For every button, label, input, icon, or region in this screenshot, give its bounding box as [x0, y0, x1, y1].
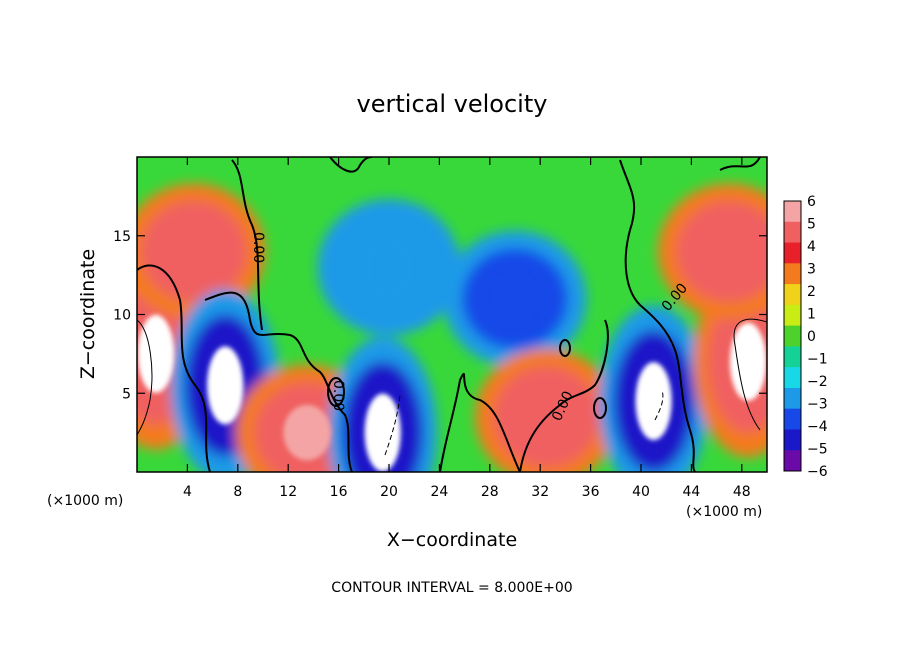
x-tick-label-9: 40	[632, 484, 650, 500]
contour-dashed-2	[654, 389, 664, 421]
plot-area	[137, 157, 767, 472]
field-core-3	[283, 404, 331, 461]
x-unit-right: (×1000 m)	[686, 504, 762, 520]
colorbar-swatch-5	[784, 304, 801, 327]
colorbar-swatch-6	[784, 325, 801, 347]
field-core-1	[169, 223, 218, 280]
x-tick-label-6: 28	[481, 484, 499, 500]
y-tick-label-0: 5	[122, 386, 131, 402]
field-core-0	[137, 314, 175, 393]
contour-mid-left	[204, 291, 353, 472]
contour-left-updraft	[137, 264, 211, 472]
colorbar-label-2: 4	[807, 239, 816, 255]
colorbar-swatch-9	[784, 387, 801, 410]
x-tick-label-8: 36	[582, 484, 600, 500]
y-axis-label: Z−coordinate	[77, 249, 99, 379]
colorbar-label-9: −3	[807, 397, 828, 413]
field-core-9	[729, 322, 767, 401]
colorbar-swatch-1	[784, 221, 801, 244]
contour-upper-left	[231, 159, 263, 331]
contour-dashed-1	[384, 394, 401, 456]
colorbar-swatch-10	[784, 408, 801, 430]
colorbar-label-0: 6	[807, 194, 816, 210]
contour-upper-right	[619, 159, 696, 472]
colorbar-label-12: −6	[807, 464, 828, 480]
colorbar-swatch-8	[784, 367, 801, 389]
x-tick-label-2: 12	[279, 484, 297, 500]
thin-contours	[137, 318, 767, 456]
contour-label-1: 0.00	[250, 232, 266, 263]
colorbar-swatch-0	[784, 201, 801, 223]
zero-contours	[137, 157, 761, 472]
contour-label-2: 0.00	[330, 380, 346, 411]
x-tick-label-10: 44	[682, 484, 700, 500]
colorbar-swatch-11	[784, 429, 801, 451]
x-tick-label-5: 24	[430, 484, 448, 500]
contour-right-cluster	[519, 319, 609, 472]
colorbar-label-5: 1	[807, 307, 816, 323]
field-core-5	[365, 239, 413, 295]
velocity-cores	[137, 223, 767, 472]
contour-ring-3	[593, 397, 607, 419]
colorbar-label-11: −5	[807, 442, 828, 458]
x-axis: 4 8 12 16 20 24 28 32 36 40 44 48	[183, 157, 751, 500]
colorbar-label-8: −2	[807, 374, 828, 390]
colorbar-label-10: −4	[807, 419, 828, 435]
contour-ring-1	[327, 377, 345, 407]
contour-right-inner	[733, 318, 767, 431]
y-tick-label-1: 10	[113, 308, 131, 324]
contour-left-inner	[137, 319, 153, 436]
colorbar-swatch-2	[784, 242, 801, 264]
colorbar-label-3: 3	[807, 262, 816, 278]
contour-interval-note: CONTOUR INTERVAL = 8.000E+00	[331, 580, 572, 596]
y-axis: 5 10 15	[113, 229, 767, 402]
colorbar-swatch-3	[784, 263, 801, 285]
x-tick-label-7: 32	[531, 484, 549, 500]
colorbar-label-1: 5	[807, 217, 816, 233]
colorbar-swatch-7	[784, 346, 801, 368]
x-tick-label-4: 20	[380, 484, 398, 500]
x-axis-label: X−coordinate	[387, 529, 517, 551]
colorbar-swatch-4	[784, 284, 801, 306]
colorbar: 6 5 4 3 2 1 0 −1 −2 −3 −4 −5 −6	[783, 194, 828, 480]
x-tick-label-11: 48	[733, 484, 751, 500]
colorbar-label-4: 2	[807, 284, 816, 300]
x-unit-left: (×1000 m)	[47, 493, 123, 509]
x-tick-label-0: 4	[183, 484, 192, 500]
colorbar-frame	[783, 200, 802, 472]
contour-center-right	[439, 372, 521, 472]
colorbar-label-7: −1	[807, 352, 828, 368]
chart-title: vertical velocity	[357, 90, 548, 118]
field-core-4	[364, 393, 401, 472]
y-tick-label-2: 15	[113, 229, 131, 245]
colorbar-swatch-12	[784, 450, 801, 472]
contour-far-right	[719, 157, 761, 171]
field-core-2	[207, 346, 244, 425]
field-core-8	[635, 362, 672, 441]
contour-ring-2	[559, 339, 571, 357]
colorbar-label-6: 0	[807, 329, 816, 345]
field-core-10	[705, 223, 754, 280]
x-tick-label-3: 16	[330, 484, 348, 500]
field-core-6	[491, 271, 539, 327]
x-tick-label-1: 8	[233, 484, 242, 500]
